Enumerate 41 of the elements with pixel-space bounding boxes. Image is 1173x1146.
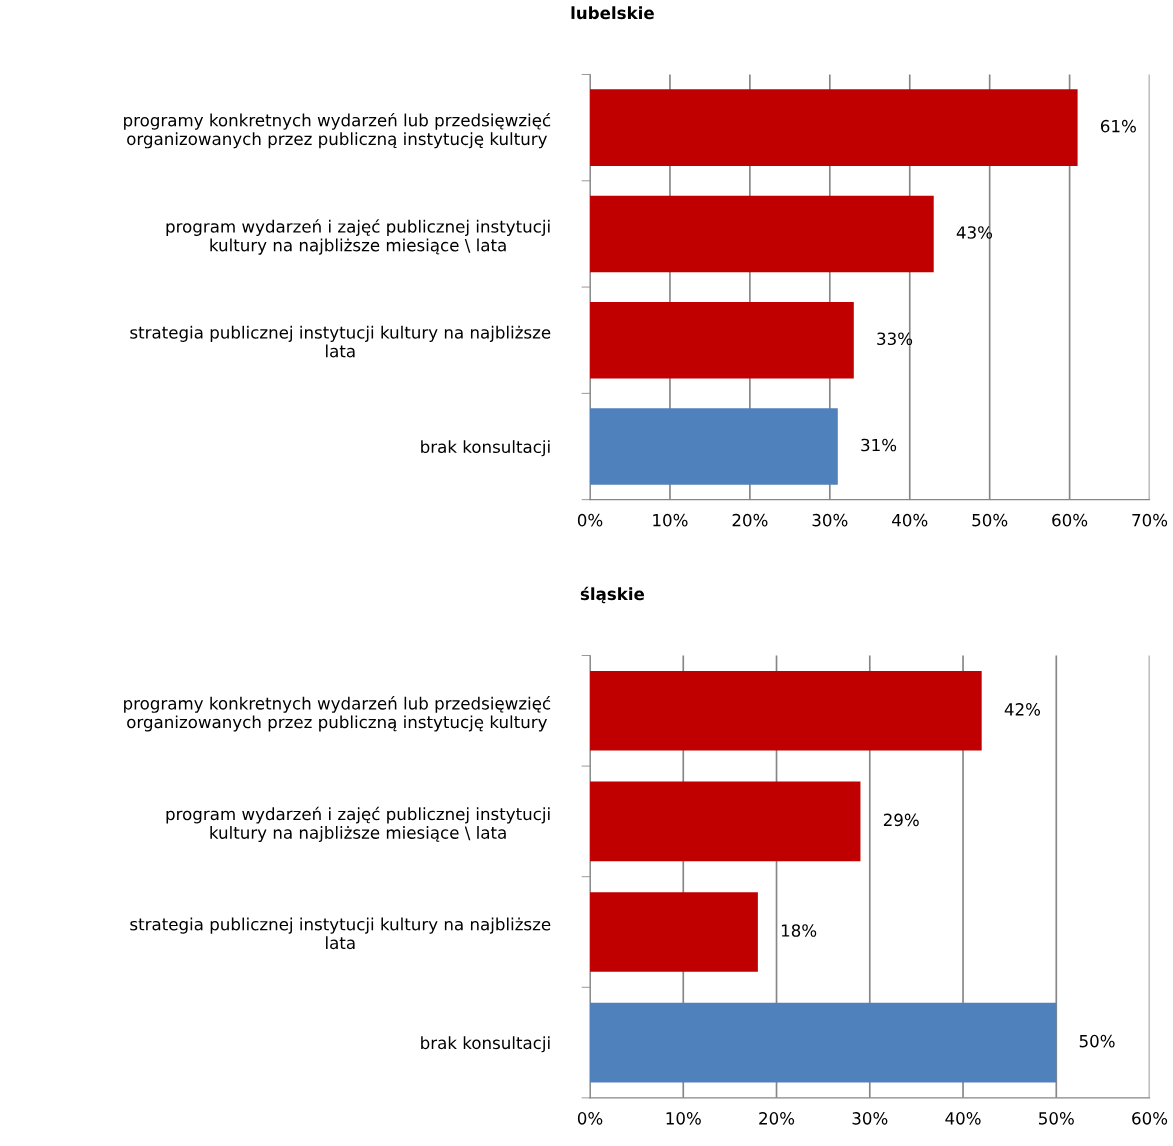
bar — [590, 670, 982, 751]
data-label: 29% — [883, 813, 919, 827]
data-label: 43% — [956, 226, 993, 239]
y-tick-label: brak konsultacji — [421, 1036, 550, 1053]
data-label: 18% — [781, 924, 817, 937]
data-label: 33% — [877, 332, 913, 346]
x-tick-label: 20% — [759, 1112, 795, 1125]
x-tick-label: 60% — [1052, 513, 1088, 527]
x-tick-label: 70% — [1132, 513, 1168, 527]
x-tick-label: 60% — [1132, 1112, 1168, 1125]
bar — [590, 195, 934, 273]
chart-title: lubelskie — [571, 6, 654, 20]
y-tick-label: brak konsultacji — [421, 440, 550, 457]
x-tick-label: 30% — [812, 513, 848, 527]
x-tick-label: 0% — [577, 1112, 603, 1125]
y-tick-label: program wydarzeń i zajęć publicznej instytucji kultury na najbliższe miesiące \ lata — [166, 806, 550, 843]
y-tick-label: strategia publicznej instytucji kultury na najbliższe lata — [130, 917, 551, 950]
data-label: 61% — [1100, 119, 1136, 133]
x-tick-label: 30% — [852, 1112, 888, 1125]
bar — [590, 781, 861, 862]
x-tick-label: 10% — [653, 513, 688, 527]
data-label: 42% — [1004, 703, 1041, 716]
x-tick-label: 40% — [892, 513, 928, 527]
y-tick-label: strategia publicznej instytucji kultury na najbliższe lata — [130, 325, 551, 358]
bar — [590, 892, 758, 972]
x-tick-label: 40% — [945, 1112, 981, 1125]
x-tick-label: 50% — [972, 513, 1008, 527]
y-tick-label: program wydarzeń i zajęć publicznej instytucji kultury na najbliższe miesiące \ lata — [166, 219, 550, 255]
data-label: 50% — [1079, 1034, 1115, 1048]
x-tick-label: 0% — [577, 513, 603, 527]
chart-title: śląskie — [580, 586, 645, 604]
bar — [590, 408, 838, 485]
y-tick-label: programy konkretnych wydarzeń lub przedsięwzięć organizowanych przez publiczną instytucję kultury — [124, 696, 551, 732]
y-tick-label: programy konkretnych wydarzeń lub przedsięwzięć organizowanych przez publiczną instytucję kultury — [124, 112, 551, 149]
bar — [590, 1002, 1057, 1083]
x-tick-label: 20% — [732, 513, 768, 527]
x-tick-label: 10% — [666, 1112, 701, 1125]
x-tick-label: 50% — [1039, 1112, 1074, 1125]
data-label: 31% — [861, 438, 897, 452]
bar — [590, 301, 854, 379]
bar — [590, 89, 1078, 166]
